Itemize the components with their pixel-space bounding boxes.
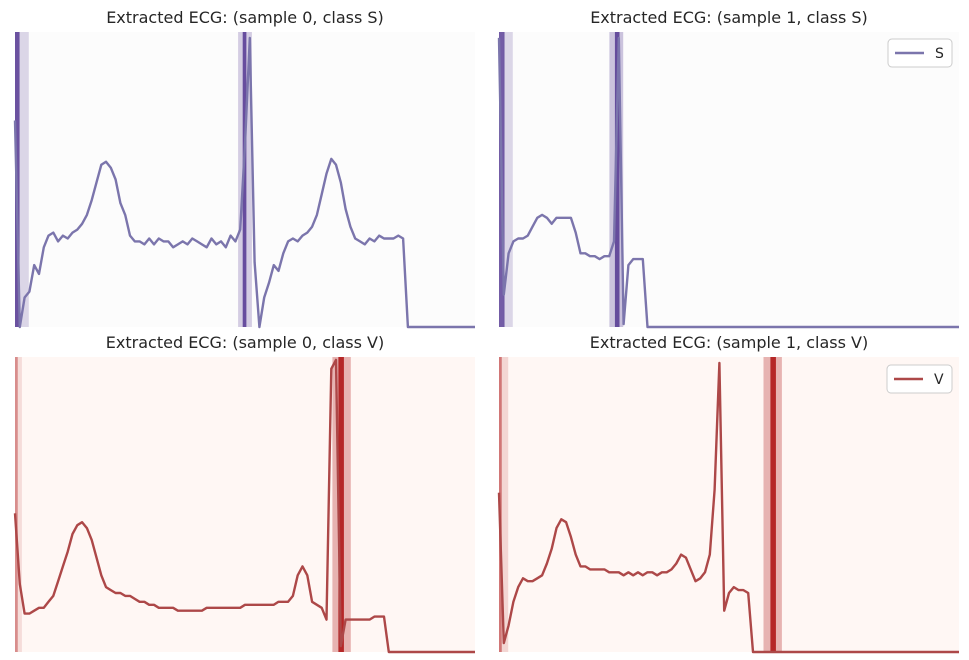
chart-title: Extracted ECG: (sample 1, class S) — [590, 8, 868, 27]
highlight-band-1 — [15, 357, 22, 652]
chart-title: Extracted ECG: (sample 0, class V) — [106, 333, 384, 352]
ecg-series-line — [13, 358, 475, 654]
highlight-band-1 — [19, 32, 29, 327]
highlight-band-0 — [15, 357, 18, 652]
panel-sample1-classS: Extracted ECG: (sample 1, class S) S — [497, 8, 959, 329]
highlight-band-2 — [614, 32, 620, 327]
ecg-series-line — [13, 36, 475, 329]
ecg-series-line — [497, 361, 959, 654]
panel-sample0-classV: Extracted ECG: (sample 0, class V) — [13, 333, 475, 654]
plot-background — [15, 357, 475, 652]
legend-label: V — [934, 372, 944, 388]
chart-title: Extracted ECG: (sample 0, class S) — [106, 8, 384, 27]
chart-title: Extracted ECG: (sample 1, class V) — [590, 333, 868, 352]
highlight-band-3 — [238, 32, 252, 327]
plot-background — [499, 32, 959, 327]
highlight-band-2 — [338, 357, 344, 652]
legend-label: S — [935, 46, 944, 62]
highlight-band-1 — [503, 32, 513, 327]
plot-background — [499, 357, 959, 652]
highlight-band-2 — [242, 32, 247, 327]
ecg-series-line — [497, 36, 959, 329]
highlight-band-3 — [332, 357, 351, 652]
legend: V — [886, 364, 953, 394]
panel-sample0-classS: Extracted ECG: (sample 0, class S) — [13, 8, 475, 329]
highlight-band-2 — [770, 357, 776, 652]
panel-sample1-classV: Extracted ECG: (sample 1, class V) V — [497, 333, 959, 654]
highlight-band-3 — [763, 357, 782, 652]
legend: S — [887, 38, 953, 68]
highlight-band-1 — [499, 357, 509, 652]
